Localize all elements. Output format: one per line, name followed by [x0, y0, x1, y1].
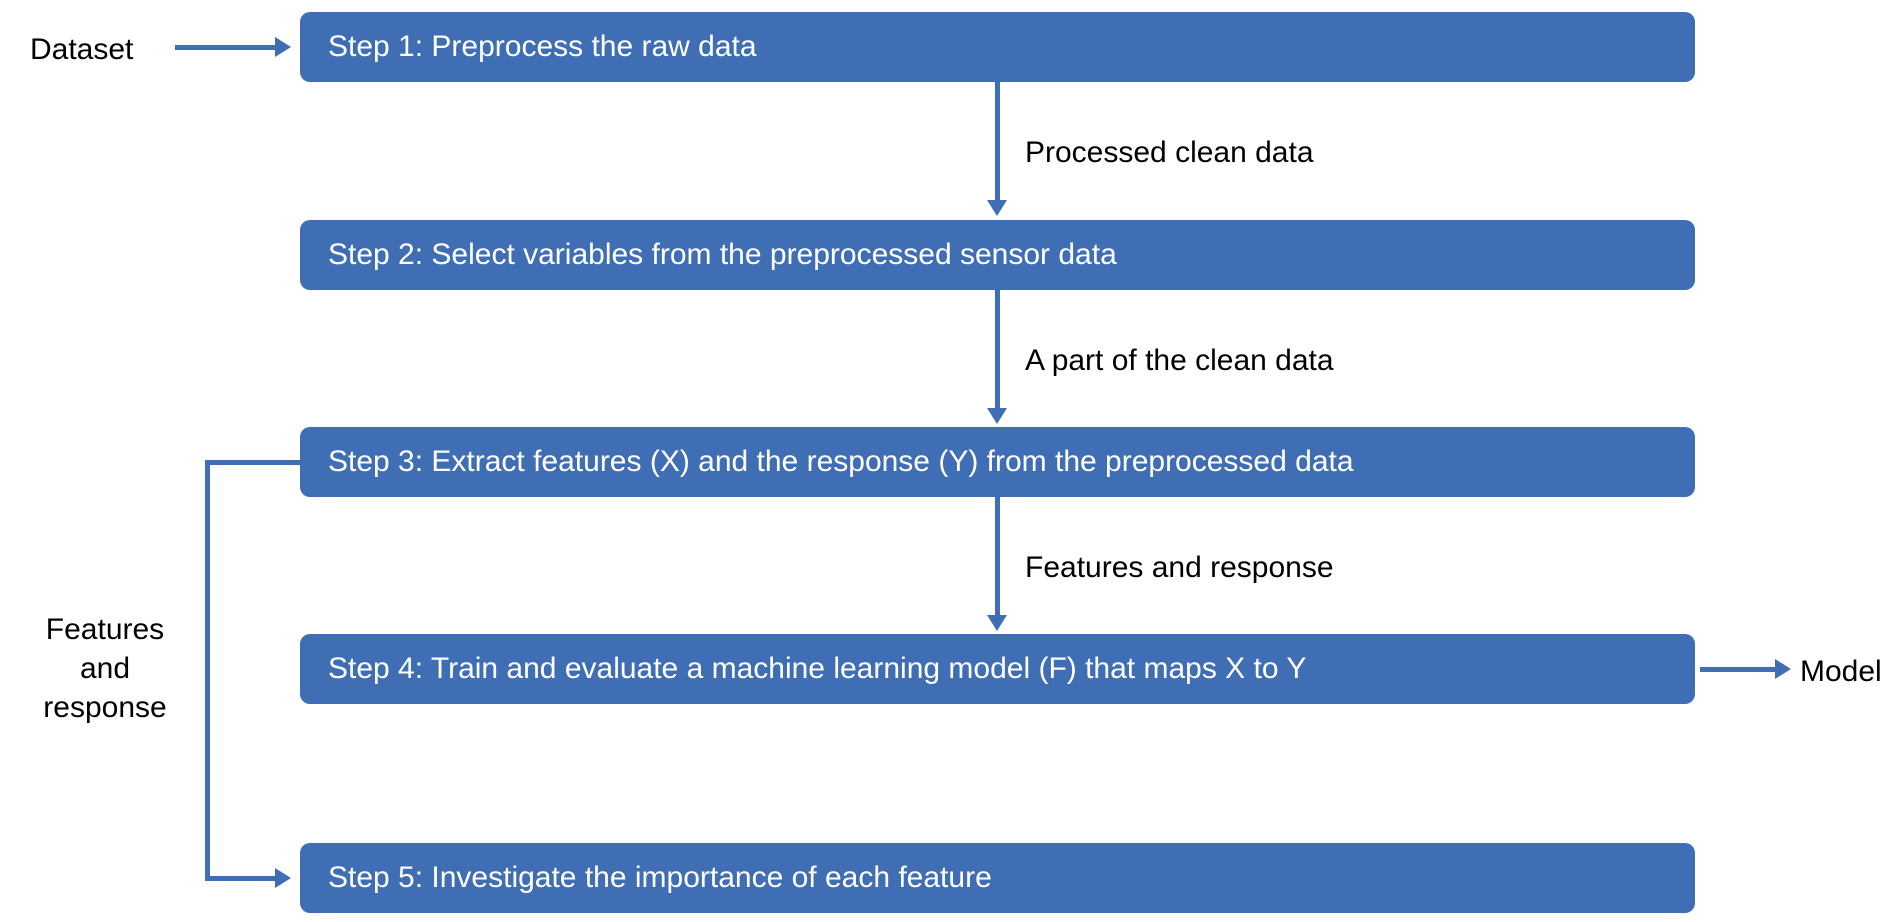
arrow-step1-to-step2: [995, 82, 1000, 202]
step5-box: Step 5: Investigate the importance of ea…: [300, 843, 1695, 913]
arrow-step3-to-step4: [995, 497, 1000, 617]
dataset-label: Dataset: [30, 30, 133, 69]
step1-box: Step 1: Preprocess the raw data: [300, 12, 1695, 82]
step2-box: Step 2: Select variables from the prepro…: [300, 220, 1695, 290]
arrow-head-dataset: [275, 37, 291, 57]
step3-box: Step 3: Extract features (X) and the res…: [300, 427, 1695, 497]
edge-label-part: A part of the clean data: [1025, 341, 1334, 380]
edge-label-features: Features and response: [1025, 548, 1334, 587]
arrow-head-model: [1775, 659, 1791, 679]
arrow-head-step2-step3: [987, 408, 1007, 424]
arrow-dataset-to-step1: [175, 45, 275, 50]
edge-label-processed: Processed clean data: [1025, 133, 1314, 172]
arrow-head-step1-step2: [987, 200, 1007, 216]
step4-box: Step 4: Train and evaluate a machine lea…: [300, 634, 1695, 704]
arrow-step4-to-model: [1700, 667, 1775, 672]
arrow-head-step3-step4: [987, 615, 1007, 631]
side-arrow-vertical: [205, 460, 210, 876]
side-arrow-horizontal-bottom: [205, 876, 275, 881]
side-arrow-head: [275, 868, 291, 888]
model-label: Model: [1800, 652, 1882, 691]
side-arrow-horizontal-top: [205, 460, 300, 465]
arrow-step2-to-step3: [995, 290, 1000, 410]
side-features-label: Features and response: [25, 610, 185, 727]
